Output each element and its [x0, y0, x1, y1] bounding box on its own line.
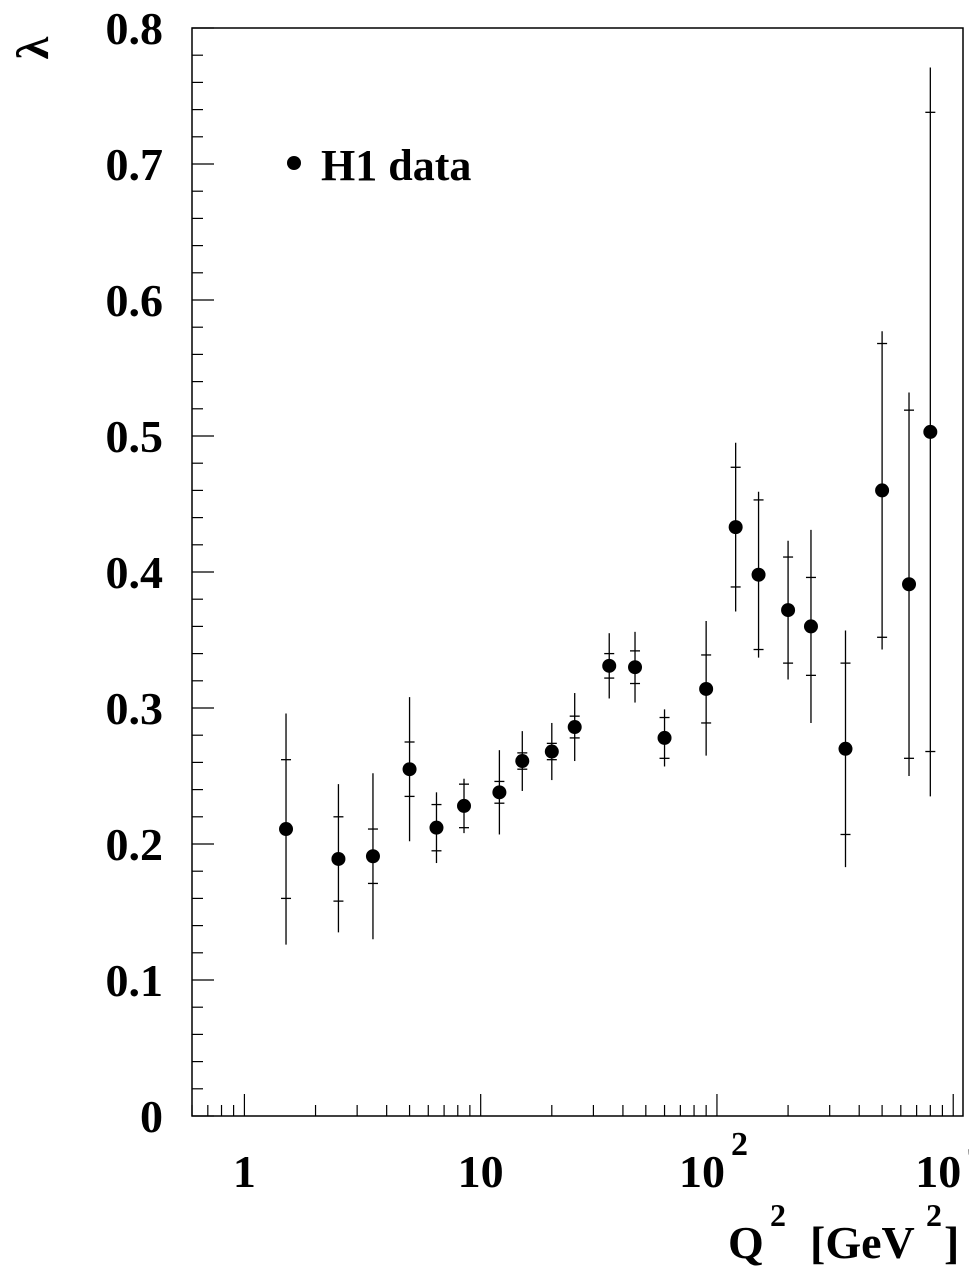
data-point: [567, 720, 582, 735]
data-point: [457, 798, 472, 813]
data-point: [699, 681, 714, 696]
legend-marker: [287, 156, 301, 170]
y-tick-label: 0.3: [106, 683, 164, 734]
data-point: [875, 483, 890, 498]
data-point: [751, 567, 766, 582]
data-point: [838, 741, 853, 756]
data-point: [331, 851, 346, 866]
y-tick-label: 0: [140, 1091, 163, 1142]
error-bars: [281, 67, 936, 945]
axis-ticks: [191, 27, 954, 1117]
data-point: [402, 762, 417, 777]
data-point: [902, 577, 917, 592]
x-axis-title-q: Q: [728, 1217, 764, 1268]
y-tick-label: 0.6: [106, 275, 164, 326]
x-axis-title-exp2: 2: [926, 1197, 942, 1233]
data-point: [728, 520, 743, 535]
data-point: [279, 822, 294, 837]
data-point: [515, 754, 530, 769]
data-point: [365, 849, 380, 864]
y-tick-label: 0.1: [106, 955, 164, 1006]
x-tick-label-exponent: 2: [731, 1126, 748, 1163]
data-point: [429, 820, 444, 835]
x-tick-label: 10: [679, 1146, 725, 1197]
data-point: [628, 660, 643, 675]
data-points: [279, 424, 938, 866]
x-tick-label: 1: [233, 1146, 256, 1197]
data-point: [602, 658, 617, 673]
x-axis-title-unit: [GeV: [810, 1217, 915, 1268]
data-point: [657, 730, 672, 745]
data-point: [492, 785, 507, 800]
legend-label: H1 data: [321, 141, 471, 190]
y-tick-label: 0.5: [106, 411, 164, 462]
y-tick-label: 0.8: [106, 3, 164, 54]
data-point: [544, 744, 559, 759]
x-tick-label-exponent: 3: [967, 1126, 969, 1163]
y-tick-label: 0.7: [106, 139, 164, 190]
legend: H1 data: [287, 141, 471, 190]
x-tick-label: 10: [458, 1146, 504, 1197]
x-axis-title-close: ]: [944, 1217, 959, 1268]
y-tick-label: 0.4: [106, 547, 164, 598]
plot-frame: [191, 27, 964, 1117]
x-axis-title-exp1: 2: [770, 1197, 786, 1233]
data-point: [781, 603, 796, 618]
x-tick-label: 10: [915, 1146, 961, 1197]
y-axis-title: λ: [7, 36, 58, 59]
x-axis-title: Q 2 [GeV 2 ]: [728, 1197, 959, 1268]
data-point: [923, 424, 938, 439]
y-tick-label: 0.2: [106, 819, 164, 870]
data-point: [803, 619, 818, 634]
y-tick-labels: 0 0.1 0.2 0.3 0.4 0.5 0.6 0.7 0.8: [106, 3, 164, 1142]
x-tick-labels: 110102103: [233, 1126, 969, 1197]
